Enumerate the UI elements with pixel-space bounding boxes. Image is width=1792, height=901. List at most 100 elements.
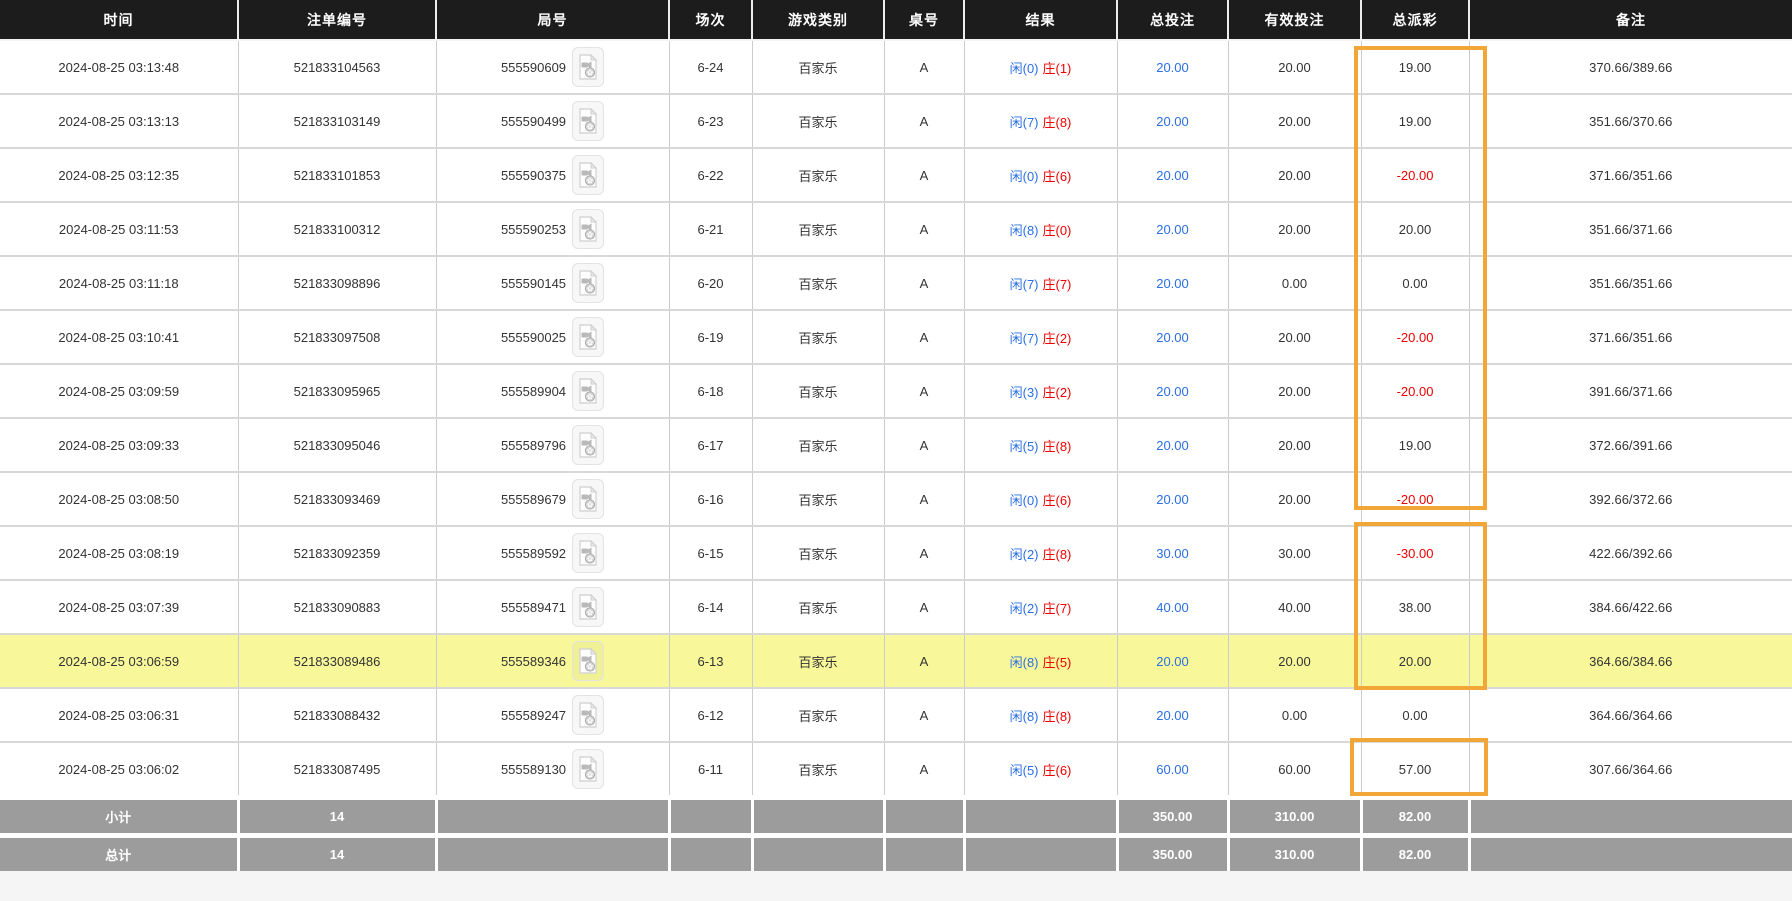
cell-game-type: 百家乐 (752, 742, 885, 799)
video-replay-button[interactable] (572, 425, 605, 465)
cell-remark: 364.66/364.66 (1469, 688, 1792, 743)
video-replay-button[interactable] (572, 209, 605, 249)
round-number: 555590253 (500, 221, 567, 237)
cell-result: 闲(8) 庄(8) (964, 688, 1118, 743)
result-banker: 庄(8) (1042, 438, 1072, 454)
cell-total-bet: 40.00 (1117, 580, 1229, 635)
header-row: 时间 注单编号 局号 场次 游戏类别 桌号 结果 总投注 有效投注 总派彩 备注 (0, 0, 1792, 41)
cell-remark: 351.66/371.66 (1469, 202, 1792, 257)
cell-game-type: 百家乐 (752, 94, 885, 149)
video-replay-button[interactable] (572, 263, 605, 303)
cell-session: 6-18 (669, 364, 753, 419)
video-replay-button[interactable] (572, 317, 605, 357)
cell-payout: 38.00 (1361, 580, 1470, 635)
result-player: 闲(8) (1009, 222, 1039, 238)
cell-valid-bet: 60.00 (1228, 742, 1362, 799)
table-row[interactable]: 2024-08-25 03:12:35 521833101853 5555903… (0, 148, 1792, 203)
bet-history-table: 时间 注单编号 局号 场次 游戏类别 桌号 结果 总投注 有效投注 总派彩 备注… (0, 0, 1792, 871)
cell-game-type: 百家乐 (752, 202, 885, 257)
round-number: 555589904 (500, 383, 567, 399)
col-header-valid-bet: 有效投注 (1228, 0, 1362, 41)
cell-table-no: A (884, 148, 965, 203)
cell-remark: 391.66/371.66 (1469, 364, 1792, 419)
round-number: 555589247 (500, 707, 567, 723)
video-replay-button[interactable] (572, 155, 605, 195)
video-replay-button[interactable] (572, 533, 605, 573)
result-player: 闲(7) (1009, 276, 1039, 292)
video-replay-button[interactable] (572, 47, 605, 87)
subtotal-empty-result (964, 795, 1119, 836)
cell-session: 6-24 (669, 40, 753, 95)
cell-remark: 364.66/384.66 (1469, 634, 1792, 689)
table-row[interactable]: 2024-08-25 03:06:59 521833089486 5555893… (0, 634, 1792, 689)
cell-remark: 371.66/351.66 (1469, 148, 1792, 203)
table-row[interactable]: 2024-08-25 03:09:33 521833095046 5555897… (0, 418, 1792, 473)
cell-game-type: 百家乐 (752, 472, 885, 527)
result-player: 闲(0) (1009, 492, 1039, 508)
result-player: 闲(0) (1009, 168, 1039, 184)
video-replay-button[interactable] (572, 749, 605, 789)
table-row[interactable]: 2024-08-25 03:10:41 521833097508 5555900… (0, 310, 1792, 365)
col-header-result: 结果 (964, 0, 1118, 41)
video-file-icon (579, 594, 598, 620)
video-replay-button[interactable] (572, 587, 605, 627)
cell-valid-bet: 20.00 (1228, 472, 1362, 527)
cell-bet-no: 521833100312 (238, 202, 437, 257)
total-empty-remark (1469, 833, 1792, 871)
cell-payout: -20.00 (1361, 364, 1470, 419)
cell-bet-no: 521833089486 (238, 634, 437, 689)
table-row[interactable]: 2024-08-25 03:08:50 521833093469 5555896… (0, 472, 1792, 527)
cell-session: 6-21 (669, 202, 753, 257)
cell-table-no: A (884, 202, 965, 257)
cell-game-type: 百家乐 (752, 40, 885, 95)
cell-round-no: 555589247 (436, 688, 670, 743)
video-file-icon (579, 432, 598, 458)
cell-remark: 372.66/391.66 (1469, 418, 1792, 473)
cell-payout: 19.00 (1361, 40, 1470, 95)
cell-result: 闲(8) 庄(0) (964, 202, 1118, 257)
result-player: 闲(8) (1009, 708, 1039, 724)
table-row[interactable]: 2024-08-25 03:07:39 521833090883 5555894… (0, 580, 1792, 635)
cell-time: 2024-08-25 03:07:39 (0, 580, 239, 635)
cell-result: 闲(2) 庄(8) (964, 526, 1118, 581)
table-row[interactable]: 2024-08-25 03:08:19 521833092359 5555895… (0, 526, 1792, 581)
table-row[interactable]: 2024-08-25 03:13:48 521833104563 5555906… (0, 40, 1792, 95)
video-replay-button[interactable] (572, 641, 605, 681)
video-replay-button[interactable] (572, 101, 605, 141)
cell-remark: 370.66/389.66 (1469, 40, 1792, 95)
col-header-round-no: 局号 (436, 0, 670, 41)
cell-round-no: 555590375 (436, 148, 670, 203)
round-no-group: 555589130 (441, 749, 665, 789)
cell-session: 6-12 (669, 688, 753, 743)
table-row[interactable]: 2024-08-25 03:06:31 521833088432 5555892… (0, 688, 1792, 743)
cell-time: 2024-08-25 03:09:59 (0, 364, 239, 419)
cell-bet-no: 521833087495 (238, 742, 437, 799)
result-player: 闲(7) (1009, 114, 1039, 130)
cell-valid-bet: 40.00 (1228, 580, 1362, 635)
cell-valid-bet: 20.00 (1228, 40, 1362, 95)
table-row[interactable]: 2024-08-25 03:13:13 521833103149 5555904… (0, 94, 1792, 149)
video-replay-button[interactable] (572, 695, 605, 735)
cell-total-bet: 20.00 (1117, 148, 1229, 203)
result-banker: 庄(6) (1042, 762, 1072, 778)
table-row[interactable]: 2024-08-25 03:11:18 521833098896 5555901… (0, 256, 1792, 311)
cell-round-no: 555589130 (436, 742, 670, 799)
col-header-time: 时间 (0, 0, 239, 41)
cell-bet-no: 521833104563 (238, 40, 437, 95)
cell-bet-no: 521833101853 (238, 148, 437, 203)
table-row[interactable]: 2024-08-25 03:06:02 521833087495 5555891… (0, 742, 1792, 799)
cell-total-bet: 20.00 (1117, 256, 1229, 311)
table-row[interactable]: 2024-08-25 03:09:59 521833095965 5555899… (0, 364, 1792, 419)
video-replay-button[interactable] (572, 479, 605, 519)
video-replay-button[interactable] (572, 371, 605, 411)
cell-result: 闲(7) 庄(2) (964, 310, 1118, 365)
cell-time: 2024-08-25 03:09:33 (0, 418, 239, 473)
cell-table-no: A (884, 472, 965, 527)
cell-round-no: 555589592 (436, 526, 670, 581)
cell-remark: 371.66/351.66 (1469, 310, 1792, 365)
cell-payout: 20.00 (1361, 202, 1470, 257)
table-row[interactable]: 2024-08-25 03:11:53 521833100312 5555902… (0, 202, 1792, 257)
round-number: 555590145 (500, 275, 567, 291)
subtotal-empty-remark (1469, 795, 1792, 836)
